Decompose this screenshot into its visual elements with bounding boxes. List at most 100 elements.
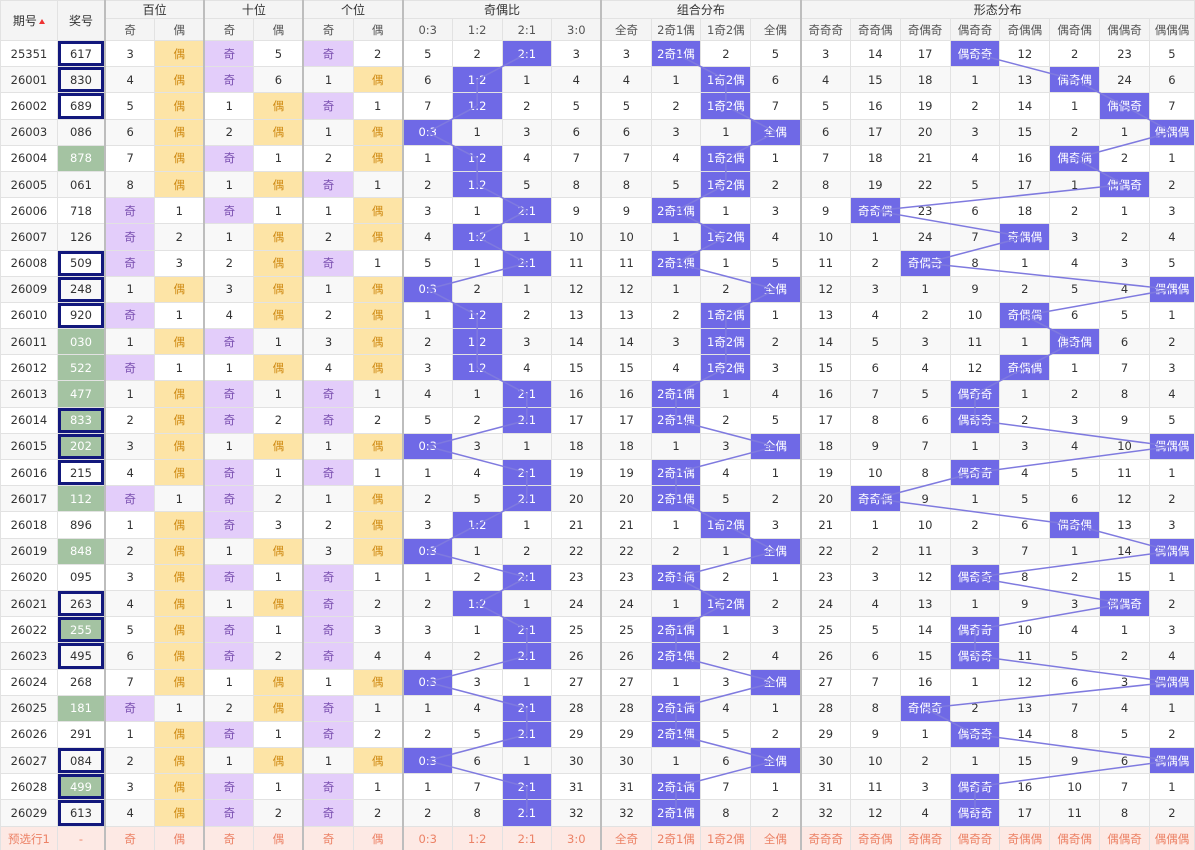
data-cell: 20 (600, 485, 652, 513)
data-cell: 偶 (352, 275, 404, 303)
data-cell: 6 (401, 66, 453, 94)
data-cell: 1 (302, 197, 354, 225)
data-cell: 偶 (352, 328, 404, 356)
preselect-option[interactable]: 1:2 (451, 825, 503, 850)
issue-cell: 26002 (0, 92, 58, 120)
data-cell: 7 (451, 773, 503, 801)
preselect-option[interactable]: 奇 (104, 825, 156, 850)
data-cell: 3 (1099, 249, 1150, 277)
data-cell: 3 (999, 432, 1051, 461)
preselect-option[interactable]: 偶偶偶 (1148, 825, 1195, 850)
preselect-option[interactable]: 奇奇偶 (849, 825, 901, 850)
preselect-option[interactable]: 全奇 (600, 825, 652, 850)
issue-cell: 26001 (0, 66, 58, 94)
preselect-option[interactable]: 奇偶奇 (899, 825, 951, 850)
preselect-option[interactable]: 偶奇偶 (1049, 825, 1101, 850)
data-cell: 4 (600, 66, 652, 94)
issue-header[interactable]: 期号 (0, 0, 58, 41)
data-cell: 8 (949, 249, 1001, 277)
data-cell: 3 (1148, 354, 1195, 382)
preselect-option[interactable]: 偶 (253, 825, 304, 850)
data-cell: 2:1 (501, 197, 553, 225)
data-cell: 2 (302, 511, 354, 539)
preselect-option[interactable]: 2奇1偶 (650, 825, 702, 850)
preselect-option[interactable]: 偶 (154, 825, 205, 850)
data-cell: 偶 (154, 92, 205, 120)
data-cell: 偶 (253, 668, 304, 696)
data-cell: 4 (650, 354, 702, 382)
data-cell: 2:1 (501, 380, 553, 408)
data-cell: 1 (1049, 170, 1101, 199)
data-cell: 4 (401, 380, 453, 408)
data-cell: 1 (352, 694, 404, 722)
preselect-option[interactable]: 全偶 (750, 825, 802, 850)
data-cell: 1 (104, 720, 156, 749)
data-cell: 1 (949, 747, 1001, 775)
data-cell: 偶奇偶 (1049, 144, 1101, 172)
sort-icon[interactable] (38, 19, 45, 24)
data-cell: 1 (501, 589, 553, 618)
data-cell: 2 (302, 223, 354, 251)
award-cell: 477 (56, 380, 106, 408)
data-cell: 4 (999, 458, 1051, 487)
data-cell: 1奇2偶 (700, 92, 752, 120)
preselect-option[interactable]: 奇 (302, 825, 354, 850)
data-cell: 1 (1148, 563, 1195, 591)
data-cell: 19 (849, 170, 901, 199)
issue-cell: 26005 (0, 170, 58, 199)
sub-header-19: 奇偶偶 (999, 18, 1051, 41)
data-cell: 2:1 (501, 694, 553, 722)
data-cell: 1 (750, 694, 802, 722)
data-cell: 5 (700, 720, 752, 749)
data-cell: 20 (799, 485, 851, 513)
preselect-option[interactable]: 奇 (203, 825, 255, 850)
preselect-option[interactable]: 1奇2偶 (700, 825, 752, 850)
data-cell: 9 (849, 432, 901, 461)
data-cell: 奇 (302, 458, 354, 487)
data-cell: 偶奇奇 (949, 799, 1001, 827)
award-cell: 030 (56, 328, 106, 356)
issue-cell: 26028 (0, 773, 58, 801)
preselect-option[interactable]: 偶奇奇 (949, 825, 1001, 850)
data-cell: 16 (551, 380, 602, 408)
data-cell: 偶 (253, 223, 304, 251)
data-cell: 13 (999, 694, 1051, 722)
data-cell: 偶偶偶 (1148, 668, 1195, 696)
data-cell: 2 (352, 589, 404, 618)
preselect-option[interactable]: 3:0 (551, 825, 602, 850)
data-cell: 2 (700, 39, 752, 68)
data-cell: 1 (203, 537, 255, 565)
data-cell: 5 (501, 170, 553, 199)
data-cell: 7 (600, 144, 652, 172)
data-cell: 7 (899, 432, 951, 461)
data-cell: 2 (1148, 589, 1195, 618)
preselect-option[interactable]: 偶偶奇 (1099, 825, 1150, 850)
data-cell: 6 (1099, 747, 1150, 775)
data-cell: 2奇1偶 (650, 720, 702, 749)
data-cell: 偶 (352, 511, 404, 539)
preselect-option[interactable]: 偶 (352, 825, 404, 850)
data-cell: 3 (1049, 589, 1101, 618)
data-cell: 1:2 (451, 92, 503, 120)
data-cell: 1 (104, 511, 156, 539)
table-row: 26014 833 2 偶奇 2 奇 2 5 2 2:1 17 17 2奇1偶 2 5 17 8 6 偶奇奇 2 3 9 5 (0, 406, 1195, 434)
data-cell: 21 (799, 511, 851, 539)
preselect-option[interactable]: 0:3 (401, 825, 453, 850)
data-cell: 偶 (154, 537, 205, 565)
data-cell: 2:1 (501, 642, 553, 670)
preselect-option[interactable]: 奇偶偶 (999, 825, 1051, 850)
data-cell: 3 (401, 197, 453, 225)
issue-cell: 26007 (0, 223, 58, 251)
data-cell: 9 (1049, 747, 1101, 775)
data-cell: 偶奇奇 (949, 642, 1001, 670)
sub-header-14: 全偶 (750, 18, 802, 41)
preselect-option[interactable]: 2:1 (501, 825, 553, 850)
data-cell: 5 (750, 249, 802, 277)
award-cell: 689 (56, 92, 106, 120)
data-cell: 21 (551, 511, 602, 539)
data-cell: 4 (849, 301, 901, 330)
issue-cell: 26014 (0, 406, 58, 434)
preselect-option[interactable]: 奇奇奇 (799, 825, 851, 850)
data-cell: 1:2 (451, 589, 503, 618)
data-cell: 32 (600, 799, 652, 827)
